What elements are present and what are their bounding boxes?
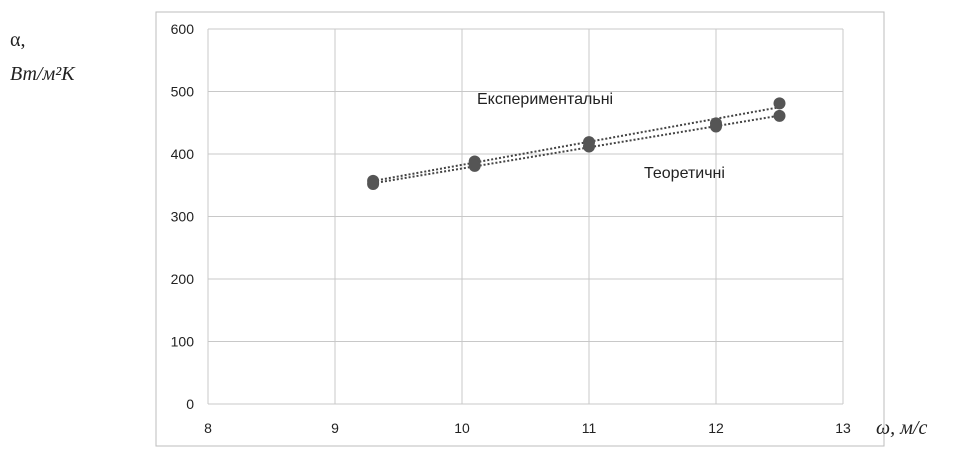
y-tick-label: 500	[171, 84, 195, 100]
y-tick-label: 0	[186, 396, 194, 412]
x-axis-label: ω, м/с	[876, 417, 927, 439]
x-tick-label: 11	[582, 420, 597, 436]
x-tick-label: 12	[708, 420, 724, 436]
data-point-series-1	[773, 109, 786, 122]
y-tick-label: 100	[171, 334, 195, 350]
plot-frame	[155, 11, 885, 447]
grid	[207, 28, 844, 405]
data-point-series-1	[583, 140, 595, 153]
y-axis-label-symbol: α,	[10, 29, 25, 51]
x-tick-label: 9	[331, 420, 339, 436]
x-tick-label: 13	[835, 420, 851, 436]
data-point-series-0	[773, 97, 786, 110]
y-tick-label: 400	[171, 146, 195, 162]
data-point-series-1	[710, 120, 722, 133]
series-layer	[367, 97, 786, 190]
data-point-series-1	[468, 159, 481, 172]
y-tick-label: 300	[171, 209, 195, 225]
x-tick-label: 8	[204, 420, 212, 436]
y-tick-label: 200	[171, 271, 195, 287]
series-label-theoretical: Теоретичні	[644, 165, 725, 182]
y-tick-label: 600	[171, 21, 195, 37]
x-tick-labels: 8 9 10 11 12 13	[204, 420, 851, 436]
trendline-series-1	[372, 114, 780, 185]
x-tick-label: 10	[454, 420, 470, 436]
y-tick-labels: 0 100 200 300 400 500 600	[171, 21, 195, 412]
data-point-series-1	[367, 178, 380, 190]
y-axis-label-units: Вт/м²К	[10, 63, 76, 85]
series-label-experimental: Експериментальні	[477, 91, 613, 108]
